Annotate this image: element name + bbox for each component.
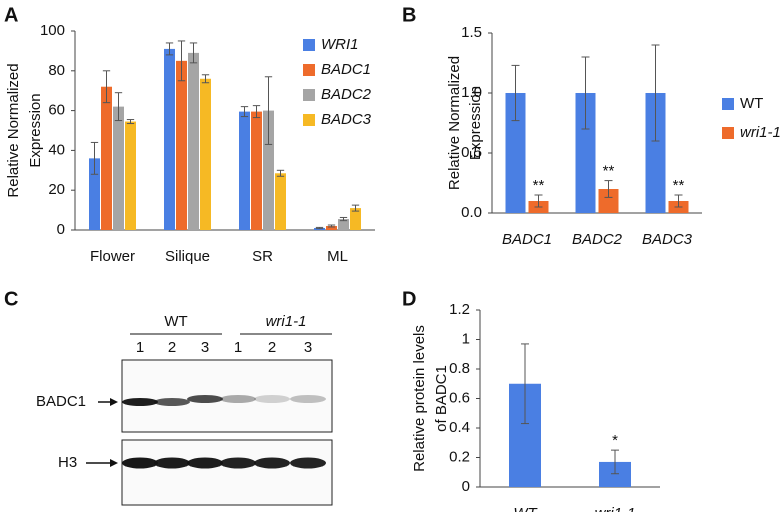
y-tick-label: 1.5 <box>461 24 482 41</box>
legend-swatch <box>303 114 315 126</box>
lane-label: 2 <box>268 339 276 356</box>
y-tick-label: 1 <box>462 330 470 347</box>
bar <box>338 219 349 230</box>
y-tick-label: 0.0 <box>461 204 482 221</box>
significance-label: ** <box>673 177 685 194</box>
y-tick-label: 80 <box>48 62 65 79</box>
legend-swatch <box>303 64 315 76</box>
bar <box>113 106 124 230</box>
x-tick-label: Flower <box>90 248 135 265</box>
significance-label: ** <box>533 177 545 194</box>
blot-frame <box>121 359 333 433</box>
x-tick-label: SR <box>252 248 273 265</box>
significance-label: * <box>612 432 618 449</box>
bar <box>101 86 112 230</box>
y-tick-label: 0.4 <box>449 419 470 436</box>
x-tick-label: BADC3 <box>642 231 693 248</box>
y-axis-label: Relative protein levels <box>411 325 428 472</box>
panel-letter: C <box>4 288 18 310</box>
blot-band <box>290 395 326 403</box>
row-label: BADC1 <box>36 393 86 410</box>
legend-swatch <box>722 127 734 139</box>
lane-label: 3 <box>304 339 312 356</box>
blot-band <box>187 395 223 403</box>
blot-band <box>122 398 158 406</box>
y-tick-label: 100 <box>40 22 65 39</box>
bar <box>350 208 361 230</box>
y-tick-label: 0.5 <box>461 144 482 161</box>
legend-label: WT <box>740 95 763 112</box>
group-label: WT <box>164 313 187 330</box>
bar <box>164 48 175 230</box>
y-tick-label: 0.2 <box>449 448 470 465</box>
legend-swatch <box>303 39 315 51</box>
x-tick-label: BADC2 <box>572 231 623 248</box>
x-tick-label: ML <box>327 248 348 265</box>
significance-label: ** <box>603 163 615 180</box>
y-axis-label: Relative Normalized <box>446 56 463 190</box>
blot-band <box>290 457 326 469</box>
bar <box>251 111 262 230</box>
bar <box>326 226 337 230</box>
lane-label: 1 <box>136 339 144 356</box>
blot-band <box>122 457 158 469</box>
y-axis-label: Relative Normalized <box>5 63 22 197</box>
x-tick-label: Silique <box>165 248 210 265</box>
panel-letter: A <box>4 4 18 26</box>
y-tick-label: 40 <box>48 141 65 158</box>
legend-swatch <box>303 89 315 101</box>
blot-band <box>254 395 290 403</box>
bar <box>176 60 187 230</box>
x-tick-label: WT <box>513 505 538 512</box>
y-tick-label: 20 <box>48 181 65 198</box>
y-axis-label: Expression <box>27 93 44 167</box>
bar <box>263 110 274 230</box>
blot-band <box>220 395 256 403</box>
y-axis-label: Expression <box>467 86 484 160</box>
legend-swatch <box>722 98 734 110</box>
bar <box>200 78 211 230</box>
blot-band <box>154 457 190 469</box>
x-tick-label: wri1-1 <box>595 505 636 512</box>
blot-band <box>187 457 223 469</box>
legend-label: WRI1 <box>321 36 359 53</box>
blot-frame <box>121 439 333 506</box>
y-tick-label: 1.2 <box>449 301 470 318</box>
y-tick-label: 0.6 <box>449 389 470 406</box>
bar <box>239 111 250 230</box>
panel-letter: B <box>402 4 416 26</box>
bar <box>125 121 136 230</box>
bar <box>89 158 100 230</box>
bar <box>645 93 666 213</box>
legend-label: BADC3 <box>321 111 372 128</box>
legend-label: BADC1 <box>321 61 371 78</box>
arrowhead <box>110 459 118 467</box>
bar <box>575 93 596 213</box>
lane-label: 1 <box>234 339 242 356</box>
group-label: wri1-1 <box>266 313 307 330</box>
x-tick-label: BADC1 <box>502 231 552 248</box>
y-tick-label: 1.0 <box>461 84 482 101</box>
y-tick-label: 0 <box>57 221 65 238</box>
bar <box>505 93 526 213</box>
blot-band <box>220 457 256 469</box>
bar <box>275 173 286 230</box>
y-tick-label: 0 <box>462 478 470 495</box>
arrowhead <box>110 398 118 406</box>
bar <box>598 189 619 213</box>
lane-label: 2 <box>168 339 176 356</box>
blot-band <box>254 457 290 469</box>
lane-label: 3 <box>201 339 209 356</box>
bar <box>188 52 199 230</box>
y-axis-label: of BADC1 <box>433 365 450 432</box>
panel-letter: D <box>402 288 416 310</box>
row-label: H3 <box>58 454 77 471</box>
legend-label: BADC2 <box>321 86 372 103</box>
y-tick-label: 60 <box>48 102 65 119</box>
blot-band <box>154 398 190 406</box>
legend-label: wri1-1 <box>740 124 780 141</box>
y-tick-label: 0.8 <box>449 360 470 377</box>
